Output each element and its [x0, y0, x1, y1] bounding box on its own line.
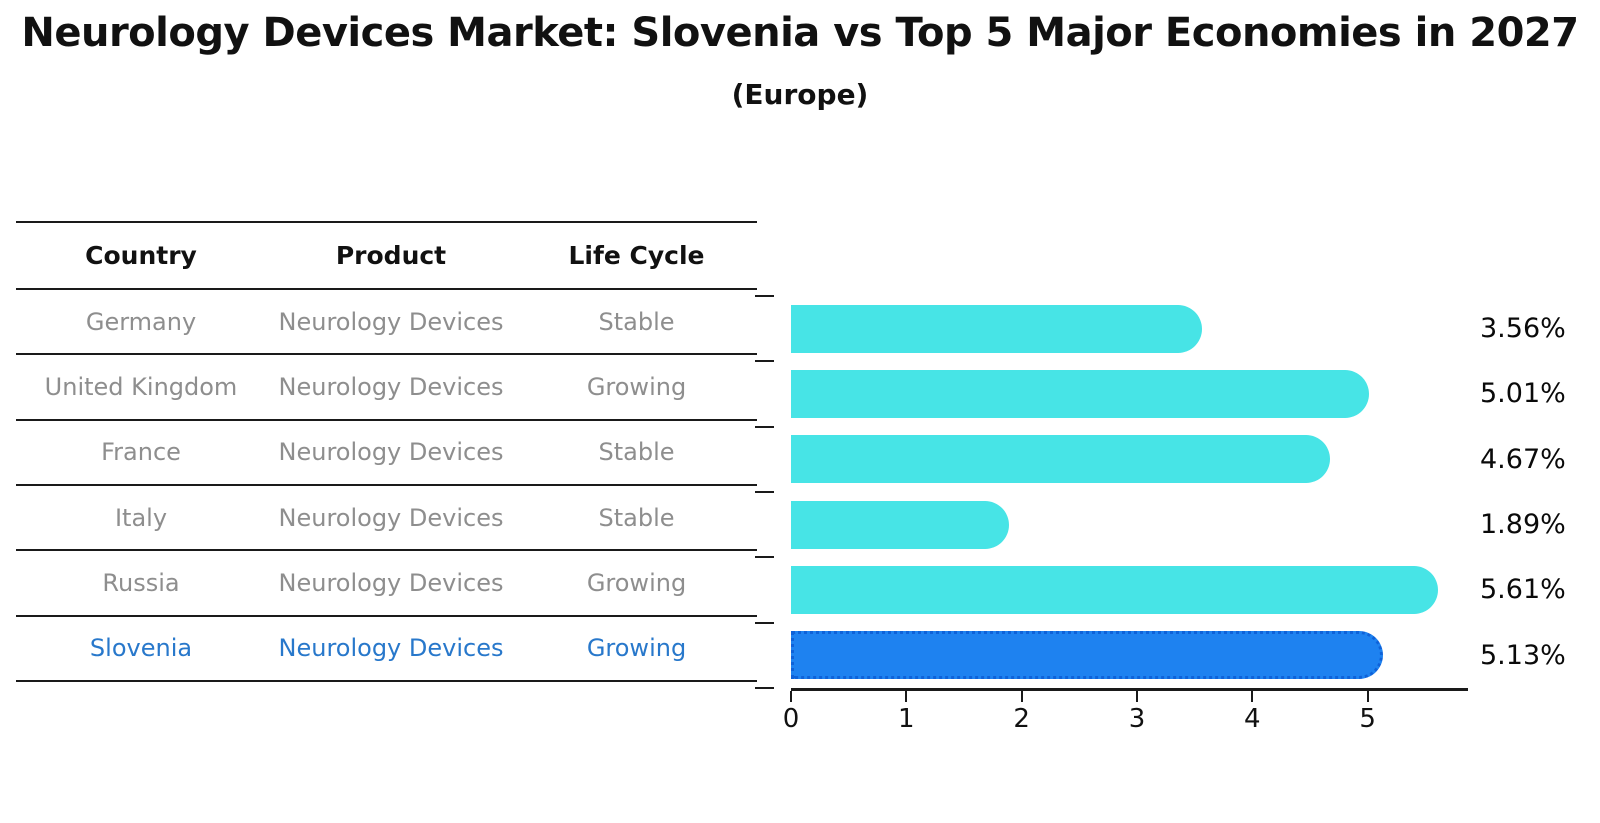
x-tick-label: 5 [1359, 704, 1376, 734]
y-tick [755, 621, 774, 624]
table-row: France Neurology Devices Stable [16, 421, 757, 486]
life-cycle-cell: Stable [598, 307, 675, 336]
country-cell: United Kingdom [44, 372, 238, 401]
life-cycle-cell: Growing [586, 372, 687, 401]
bar-germany [791, 304, 1202, 353]
bar-row [791, 623, 1468, 688]
life-cycle-cell: Growing [586, 568, 687, 597]
table-row: United Kingdom Neurology Devices Growing [16, 355, 757, 421]
header-cell-country: Country [85, 241, 197, 270]
bar-row [791, 296, 1468, 361]
product-cell: Neurology Devices [278, 634, 504, 663]
x-tick [1366, 691, 1369, 702]
x-tick [905, 691, 908, 702]
x-tick [1020, 691, 1023, 702]
x-tick-label: 2 [1013, 704, 1030, 734]
country-table: Country Product Life Cycle Germany Neuro… [16, 221, 757, 682]
table-row: Italy Neurology Devices Stable [16, 486, 757, 552]
y-tick [755, 295, 774, 297]
bar-row [791, 361, 1468, 426]
x-tick [1251, 691, 1254, 702]
x-tick [790, 691, 792, 702]
value-label: 4.67% [1480, 443, 1566, 475]
x-tick [1135, 691, 1138, 702]
value-labels: 3.56% 5.01% 4.67% 1.89% 5.61% 5.13% [1480, 296, 1598, 688]
table-row-slovenia: Slovenia Neurology Devices Growing [16, 617, 757, 682]
x-axis [791, 688, 1468, 691]
bar-italy [791, 500, 1009, 549]
product-cell: Neurology Devices [278, 568, 504, 597]
product-cell: Neurology Devices [278, 372, 504, 401]
product-cell: Neurology Devices [278, 503, 504, 532]
x-tick-label: 3 [1128, 704, 1146, 734]
y-tick [755, 556, 774, 559]
table-header-row: Country Product Life Cycle [16, 223, 757, 290]
value-label: 5.01% [1480, 378, 1566, 410]
bar-russia [791, 565, 1438, 614]
value-label: 5.61% [1480, 574, 1566, 606]
bar-row [791, 427, 1468, 492]
country-cell: Slovenia [89, 634, 193, 663]
bar-row [791, 557, 1468, 622]
bar-united-kingdom [791, 369, 1369, 418]
y-tick [755, 425, 774, 428]
x-tick-label: 0 [782, 704, 800, 734]
table-row: Russia Neurology Devices Growing [16, 551, 757, 617]
country-cell: Italy [114, 503, 168, 532]
bar-france [791, 435, 1330, 484]
life-cycle-cell: Growing [586, 634, 687, 663]
value-label: 1.89% [1480, 509, 1566, 541]
header-cell-life-cycle: Life Cycle [568, 241, 705, 270]
table-row: Germany Neurology Devices Stable [16, 290, 757, 356]
header-cell-product: Product [335, 241, 447, 270]
bar-slovenia [791, 631, 1383, 680]
life-cycle-cell: Stable [598, 438, 675, 467]
y-tick [755, 360, 774, 363]
product-cell: Neurology Devices [278, 307, 504, 336]
life-cycle-cell: Stable [598, 503, 675, 532]
value-label: 5.13% [1480, 639, 1566, 671]
country-cell: France [101, 438, 181, 467]
bar-chart: 0 1 2 3 4 5 [755, 295, 1468, 734]
chart-subtitle: (Europe) [731, 78, 869, 111]
product-cell: Neurology Devices [278, 438, 504, 467]
chart-title: Neurology Devices Market: Slovenia vs To… [21, 10, 1579, 56]
bar-row [791, 492, 1468, 557]
country-cell: Russia [102, 568, 180, 597]
x-tick-label: 4 [1244, 704, 1261, 734]
x-tick-label: 1 [898, 704, 915, 734]
value-label: 3.56% [1480, 313, 1566, 345]
y-tick [755, 687, 774, 689]
country-cell: Germany [85, 307, 197, 336]
y-tick [755, 491, 774, 493]
